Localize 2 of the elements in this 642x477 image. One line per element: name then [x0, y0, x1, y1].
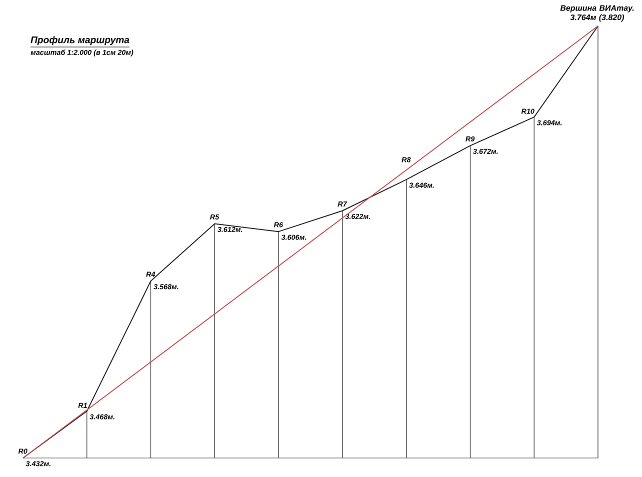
text: Профиль маршрута [30, 36, 130, 46]
x-tick-label: Вершина ВИАтау. 3.764м (3.820) [560, 5, 634, 22]
